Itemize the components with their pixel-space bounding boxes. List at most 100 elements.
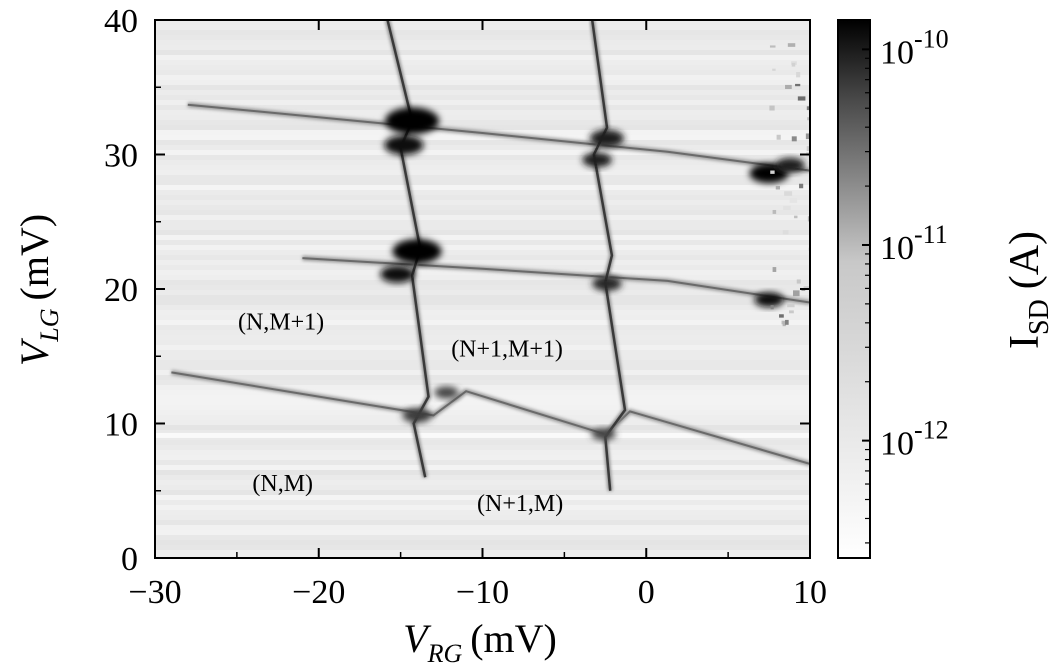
noise-stripe xyxy=(155,205,810,210)
noise-stripe xyxy=(155,535,810,540)
y-tick-label: 0 xyxy=(121,541,138,578)
noise-speck xyxy=(769,105,775,111)
noise-stripe xyxy=(155,155,810,160)
noise-speck xyxy=(784,191,793,196)
noise-stripe xyxy=(155,260,810,265)
noise-stripe xyxy=(155,510,810,515)
noise-stripe xyxy=(155,170,810,175)
region-labels: (N,M+1) (N+1,M+1) (N,M) (N+1,M) xyxy=(238,309,563,517)
noise-stripe xyxy=(155,315,810,320)
triple-point xyxy=(384,135,424,155)
noise-speck xyxy=(789,197,798,203)
noise-stripe xyxy=(155,105,810,110)
noise-stripe xyxy=(155,385,810,390)
noise-stripe xyxy=(155,515,810,520)
x-tick-label: −10 xyxy=(456,574,509,611)
noise-speck xyxy=(769,45,776,48)
noise-speck xyxy=(791,62,796,67)
noise-stripe xyxy=(155,280,810,285)
noise-stripe xyxy=(155,160,810,165)
region-label: (N,M) xyxy=(252,471,313,497)
noise-stripe xyxy=(155,420,810,425)
y-axis-label: VLG(mV) xyxy=(12,214,64,366)
noise-stripe xyxy=(155,185,810,190)
noise-stripe xyxy=(155,50,810,55)
noise-speck xyxy=(806,106,810,111)
noise-speck xyxy=(795,83,801,87)
noise-stripe xyxy=(155,250,810,255)
noise-stripe xyxy=(155,345,810,350)
x-tick-label: 0 xyxy=(638,574,655,611)
noise-speck xyxy=(785,319,789,325)
noise-stripe xyxy=(155,90,810,95)
noise-speck xyxy=(799,183,804,189)
y-tick-label: 10 xyxy=(104,407,138,444)
noise-stripe xyxy=(155,235,810,240)
y-tick-label: 40 xyxy=(104,3,138,40)
noise-stripe xyxy=(155,255,810,260)
noise-stripe xyxy=(155,195,810,200)
triple-point xyxy=(385,107,440,135)
noise-stripe xyxy=(155,440,810,445)
y-tick-label: 20 xyxy=(104,272,138,309)
noise-speck xyxy=(787,303,795,308)
noise-stripe xyxy=(155,335,810,340)
transition-line-shallow-core xyxy=(187,103,810,172)
noise-stripe xyxy=(155,65,810,70)
noise-stripe xyxy=(155,495,810,500)
noise-stripe xyxy=(155,225,810,230)
noise-speck xyxy=(782,321,786,327)
noise-speck xyxy=(806,146,810,151)
noise-speck xyxy=(775,185,780,190)
noise-stripe xyxy=(155,425,810,430)
noise-stripe xyxy=(155,175,810,180)
colorbar xyxy=(837,19,871,559)
noise-speck xyxy=(770,170,775,174)
transition-line-shallow-core xyxy=(302,257,810,304)
heatmap-features xyxy=(170,20,810,492)
noise-stripe xyxy=(155,220,810,225)
noise-stripe xyxy=(155,120,810,125)
x-axis-label: VRG (mV) xyxy=(403,616,557,668)
noise-speck xyxy=(803,286,810,289)
noise-speck xyxy=(807,117,810,121)
noise-speck xyxy=(794,215,798,219)
triple-point xyxy=(392,239,442,264)
colorbar-tick-label: 10-12 xyxy=(880,416,949,463)
noise-stripe xyxy=(155,190,810,195)
noise-speck xyxy=(770,305,774,310)
noise-stripe xyxy=(155,85,810,90)
noise-stripe xyxy=(155,465,810,470)
noise-stripe xyxy=(155,340,810,345)
noise-stripe xyxy=(155,215,810,220)
x-tick-label: −30 xyxy=(128,574,181,611)
region-label: (N+1,M) xyxy=(477,491,563,517)
noise-stripe xyxy=(155,490,810,495)
noise-stripe xyxy=(155,480,810,485)
noise-stripe xyxy=(155,500,810,505)
noise-speck xyxy=(776,134,781,140)
noise-stripe xyxy=(155,545,810,550)
region-label: (N,M+1) xyxy=(238,309,324,335)
noise-stripe xyxy=(155,470,810,475)
noise-speck xyxy=(779,314,784,318)
noise-stripe xyxy=(155,305,810,310)
noise-stripe xyxy=(155,300,810,305)
noise-stripe xyxy=(155,350,810,355)
noise-stripe xyxy=(155,295,810,300)
noise-stripe xyxy=(155,180,810,185)
noise-stripe xyxy=(155,320,810,325)
noise-stripe xyxy=(155,375,810,380)
noise-stripe xyxy=(155,415,810,420)
noise-stripe xyxy=(155,525,810,530)
noise-stripe xyxy=(155,432,810,438)
noise-stripe xyxy=(155,70,810,75)
noise-speck xyxy=(785,84,792,90)
noise-speck xyxy=(793,290,800,297)
noise-speck xyxy=(796,72,801,78)
noise-speck xyxy=(772,209,777,214)
noise-stripe xyxy=(155,410,810,415)
triple-point xyxy=(775,157,806,173)
noise-stripe xyxy=(155,520,810,525)
noise-stripe xyxy=(155,310,810,315)
